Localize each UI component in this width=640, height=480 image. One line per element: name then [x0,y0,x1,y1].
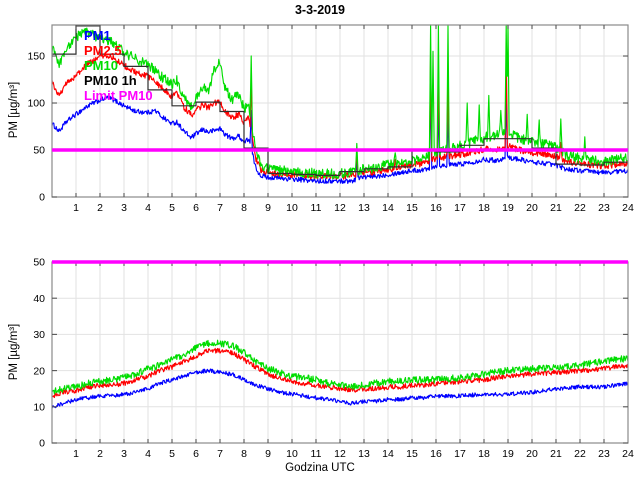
y-tick-label: 30 [33,329,45,341]
x-tick-label: 11 [311,448,322,460]
legend-item-pm2-5: PM2.5 [84,43,122,58]
x-tick-label: 16 [430,202,442,214]
y-tick-label: 100 [27,98,45,110]
x-tick-label: 20 [526,202,538,214]
x-tick-label: 19 [502,448,514,460]
y-tick-label: 20 [33,365,45,377]
top-y-axis-label: PM [µg/m³] [8,81,20,139]
x-tick-label: 17 [454,202,466,214]
y-tick-label: 10 [33,402,45,414]
x-tick-label: 12 [334,448,346,460]
x-tick-label: 6 [193,202,199,214]
pm1-series-line [51,368,629,409]
bottom-y-axis-label: PM [µg/m³] [8,323,20,381]
x-tick-label: 10 [286,202,298,214]
x-tick-label: 17 [454,448,466,460]
y-tick-label: 50 [33,257,45,269]
x-tick-label: 18 [478,202,490,214]
chart-title: 3-3-2019 [294,3,346,17]
x-tick-label: 3 [121,448,127,460]
x-tick-label: 24 [622,448,634,460]
x-tick-label: 23 [598,202,610,214]
x-tick-label: 9 [265,202,271,214]
x-tick-label: 16 [430,448,442,460]
x-tick-label: 15 [406,448,418,460]
x-tick-label: 20 [526,448,538,460]
y-tick-label: 150 [27,51,45,63]
legend-item-limit-pm10: Limit PM10 [84,88,153,103]
y-tick-label: 0 [39,438,45,450]
legend-item-pm10: PM10 [84,58,118,73]
x-tick-label: 3 [121,202,127,214]
x-tick-label: 12 [334,202,346,214]
x-tick-label: 21 [550,448,562,460]
pm10-1h-stairs-line [52,25,628,176]
x-tick-label: 1 [73,448,79,460]
x-tick-label: 9 [265,448,271,460]
x-tick-label: 1 [73,202,79,214]
pm10-series-line [51,339,629,395]
x-tick-label: 5 [169,448,175,460]
x-axis-label: Godzina UTC [285,462,355,474]
x-tick-label: 22 [574,448,586,460]
legend: PM1 PM2.5 PM10 PM10 1h Limit PM10 [84,28,153,103]
x-tick-label: 22 [574,202,586,214]
x-tick-label: 13 [358,448,370,460]
x-tick-label: 11 [311,202,322,214]
x-tick-label: 18 [478,448,490,460]
legend-item-pm10-1h: PM10 1h [84,73,137,88]
x-tick-label: 23 [598,448,610,460]
x-tick-label: 24 [622,202,634,214]
x-tick-label: 5 [169,202,175,214]
legend-item-pm1: PM1 [84,28,111,43]
x-tick-label: 4 [145,202,151,214]
x-tick-label: 15 [406,202,418,214]
x-tick-label: 6 [193,448,199,460]
x-tick-label: 8 [241,448,247,460]
x-tick-label: 8 [241,202,247,214]
y-tick-label: 50 [33,145,45,157]
x-tick-label: 10 [286,448,298,460]
x-tick-label: 2 [97,448,103,460]
x-tick-label: 4 [145,448,151,460]
x-tick-label: 14 [382,448,394,460]
x-tick-label: 19 [502,202,514,214]
y-tick-label: 0 [39,192,45,204]
x-tick-label: 14 [382,202,394,214]
x-tick-label: 7 [217,202,223,214]
y-tick-label: 40 [33,293,45,305]
pm1-series-line [51,85,629,184]
x-tick-label: 7 [217,448,223,460]
x-tick-label: 2 [97,202,103,214]
x-tick-label: 13 [358,202,370,214]
pm2-5-series-line [51,347,629,399]
x-tick-label: 21 [550,202,562,214]
